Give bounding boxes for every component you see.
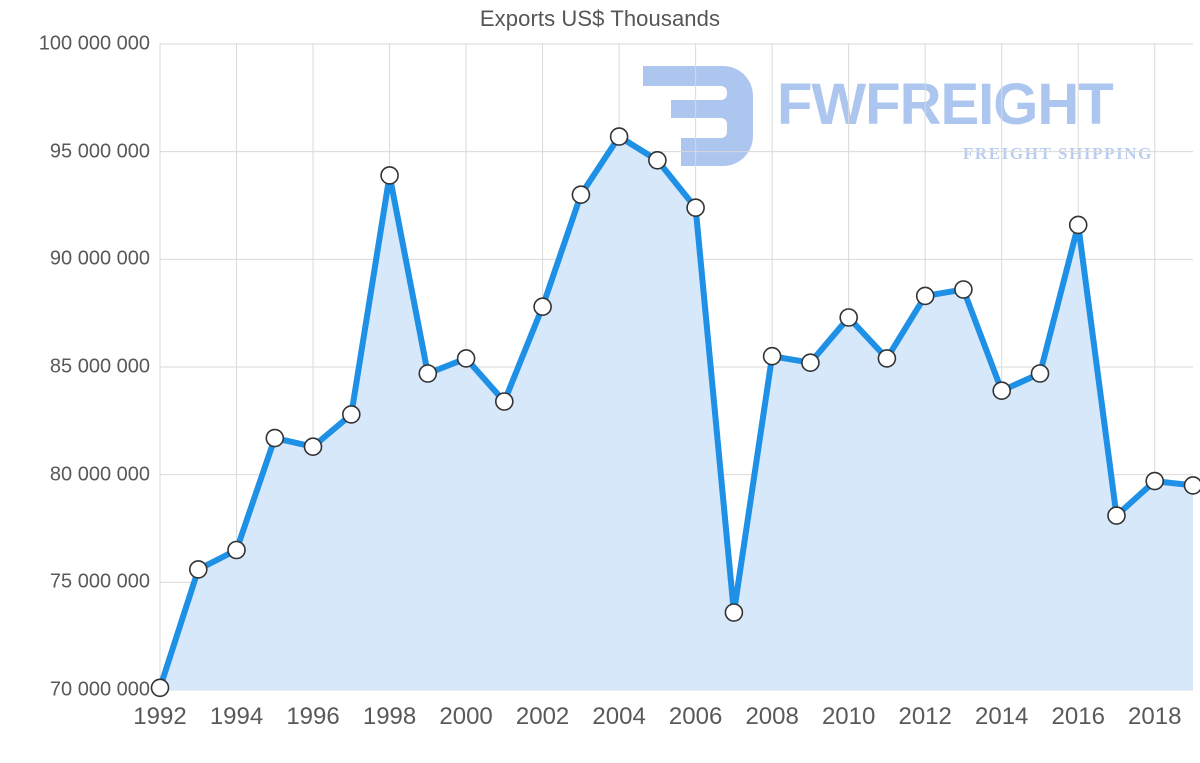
x-axis-tick-label: 1992 <box>133 703 187 730</box>
data-point-marker[interactable] <box>686 198 705 217</box>
data-point-marker[interactable] <box>571 185 591 204</box>
data-point-marker[interactable] <box>915 286 935 306</box>
x-axis-tick-label: 2016 <box>1051 703 1105 730</box>
data-point-marker[interactable] <box>418 364 438 383</box>
x-axis-tick-label: 1996 <box>286 703 340 730</box>
data-point-marker[interactable] <box>609 127 629 146</box>
data-point-marker[interactable] <box>877 349 897 368</box>
x-axis-tick-label: 2012 <box>898 703 952 730</box>
y-axis-tick-label: 100 000 000 <box>38 32 150 55</box>
y-axis-tick-label: 85 000 000 <box>49 355 150 378</box>
data-point-marker[interactable] <box>380 166 399 185</box>
data-point-marker[interactable] <box>533 297 552 317</box>
y-axis-tick-label: 70 000 000 <box>49 678 150 701</box>
data-point-marker[interactable] <box>1145 471 1164 491</box>
y-axis-tick-label: 80 000 000 <box>49 463 150 486</box>
area-fill <box>160 136 1193 691</box>
data-point-marker[interactable] <box>341 405 361 424</box>
data-point-marker[interactable] <box>227 540 246 560</box>
x-axis-tick-label: 1998 <box>362 703 417 730</box>
data-point-marker[interactable] <box>648 151 667 170</box>
data-line <box>157 133 1196 691</box>
x-axis-tick-label: 2010 <box>821 703 876 730</box>
x-axis-tick-label: 2000 <box>439 703 493 730</box>
y-axis-tick-label: 75 000 000 <box>49 570 150 593</box>
x-axis-tick-label: 2004 <box>592 703 646 730</box>
x-axis-tick-label: 2002 <box>515 703 570 730</box>
x-axis-tick-label: 2006 <box>668 703 723 730</box>
data-point-marker[interactable] <box>303 437 323 457</box>
y-axis-tick-label: 95 000 000 <box>49 140 150 163</box>
data-point-marker[interactable] <box>1068 215 1088 235</box>
x-axis-tick-label: 1994 <box>209 703 264 730</box>
data-point-marker[interactable] <box>189 560 208 579</box>
data-point-marker[interactable] <box>1030 364 1050 383</box>
y-axis-tick-label: 90 000 000 <box>49 247 150 270</box>
data-point-marker[interactable] <box>456 349 476 368</box>
data-point-markers <box>150 127 1200 698</box>
data-point-marker[interactable] <box>801 353 820 373</box>
data-point-marker[interactable] <box>1183 476 1200 495</box>
x-axis-tick-label: 2018 <box>1128 703 1182 730</box>
data-point-marker[interactable] <box>839 308 859 327</box>
data-point-marker[interactable] <box>494 392 514 411</box>
data-point-marker[interactable] <box>992 381 1012 401</box>
chart-title: Exports US$ Thousands <box>479 6 721 31</box>
x-axis-tick-label: 2014 <box>975 703 1029 730</box>
data-point-marker[interactable] <box>762 346 782 366</box>
x-axis-tick-label: 2008 <box>745 703 799 730</box>
data-point-marker[interactable] <box>1107 506 1126 525</box>
data-point-marker[interactable] <box>265 428 285 448</box>
data-point-marker[interactable] <box>150 678 170 698</box>
data-point-marker[interactable] <box>724 603 744 622</box>
data-point-marker[interactable] <box>954 280 973 299</box>
